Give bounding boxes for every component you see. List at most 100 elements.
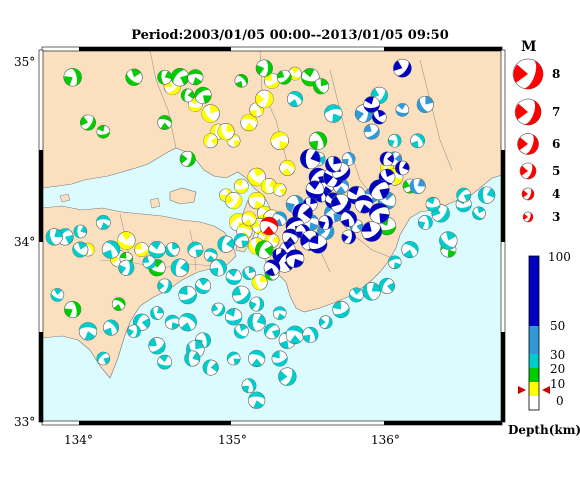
- earthquake-marker: [313, 78, 330, 95]
- earthquake-marker: [341, 152, 356, 166]
- earthquake-marker: [178, 312, 197, 332]
- lat-label-34: 34°: [14, 235, 35, 249]
- depth-tick-20: 20: [550, 362, 565, 376]
- earthquake-marker: [272, 182, 287, 197]
- earthquake-marker: [472, 206, 486, 221]
- magnitude-icon-4: [521, 187, 535, 201]
- earthquake-marker: [393, 58, 412, 78]
- earthquake-marker: [233, 178, 249, 194]
- magnitude-label-6: 6: [552, 137, 560, 151]
- depth-band-50-100: [529, 256, 539, 326]
- earthquake-marker: [272, 306, 287, 320]
- earthquake-marker: [217, 123, 235, 141]
- magnitude-label-5: 5: [552, 164, 560, 178]
- lon-label-135: 135°: [218, 433, 247, 447]
- earthquake-marker: [63, 68, 82, 87]
- depth-band-0-10: [529, 382, 539, 396]
- earthquake-marker: [330, 193, 352, 215]
- earthquake-marker: [203, 133, 219, 149]
- earthquake-marker: [255, 240, 274, 259]
- earthquake-marker: [202, 359, 219, 376]
- earthquake-marker: [395, 103, 410, 117]
- earthquake-marker: [287, 90, 303, 107]
- earthquake-marker: [148, 337, 166, 355]
- depth-band-20-30: [529, 354, 539, 368]
- magnitude-label-8: 8: [552, 67, 560, 81]
- map-area: [42, 50, 502, 422]
- earthquake-marker: [96, 124, 111, 139]
- earthquake-marker: [379, 277, 395, 294]
- earthquake-marker: [45, 228, 63, 246]
- earthquake-marker: [103, 319, 119, 336]
- earthquake-marker: [96, 351, 111, 366]
- earthquake-marker: [363, 96, 380, 113]
- lon-label-136: 136°: [371, 433, 400, 447]
- earthquake-marker: [164, 314, 180, 330]
- map-title: Period:2003/01/05 00:00--2013/01/05 09:5…: [131, 28, 449, 43]
- earthquake-marker: [478, 186, 496, 204]
- earthquake-marker: [305, 180, 325, 200]
- earthquake-marker: [101, 240, 121, 259]
- land-islet: [59, 193, 71, 203]
- earthquake-marker: [184, 350, 201, 367]
- earthquake-marker: [248, 349, 266, 368]
- earthquake-marker: [271, 350, 288, 367]
- earthquake-marker: [209, 259, 227, 277]
- magnitude-icon-8: [512, 58, 544, 90]
- earthquake-marker: [232, 285, 251, 305]
- earthquake-marker: [417, 214, 433, 230]
- earthquake-marker: [340, 210, 357, 228]
- earthquake-marker: [157, 354, 173, 370]
- earthquake-marker: [410, 133, 426, 149]
- earthquake-marker: [203, 248, 218, 262]
- earthquake-marker: [241, 211, 257, 227]
- lat-label-35: 35°: [14, 55, 35, 69]
- lat-label-33: 33°: [14, 415, 35, 429]
- earthquake-marker: [95, 214, 111, 230]
- depth-pointer-left-icon: [518, 386, 526, 394]
- earthquake-marker: [308, 131, 328, 150]
- earthquake-marker: [247, 312, 266, 332]
- land-shodoshima: [169, 187, 197, 205]
- earthquake-marker: [300, 148, 321, 170]
- earthquake-marker: [332, 300, 350, 319]
- earthquake-marker: [439, 231, 458, 250]
- earthquake-marker: [308, 234, 328, 254]
- land-islet: [149, 197, 161, 209]
- earthquake-marker: [456, 187, 472, 203]
- earthquake-marker: [234, 74, 249, 88]
- earthquake-marker: [395, 160, 410, 176]
- earthquake-marker: [348, 287, 364, 303]
- earthquake-marker: [270, 131, 289, 150]
- depth-tick-100: 100: [548, 250, 571, 264]
- depth-scale-title: Depth(km): [508, 423, 580, 437]
- depth-band-30-50: [529, 326, 539, 354]
- depth-band-10-20: [529, 368, 539, 382]
- earthquake-marker: [255, 59, 273, 77]
- magnitude-icon-7: [514, 98, 542, 126]
- magnitude-legend-title: M: [521, 39, 537, 55]
- earthquake-marker: [361, 221, 382, 242]
- earthquake-marker: [324, 104, 343, 123]
- earthquake-marker: [318, 315, 333, 329]
- depth-tick-30: 30: [550, 348, 565, 362]
- earthquake-marker: [276, 69, 292, 85]
- earthquake-marker: [201, 104, 220, 123]
- earthquake-marker: [401, 241, 419, 259]
- earthquake-markers: [45, 58, 496, 409]
- earthquake-marker: [73, 224, 88, 239]
- earthquake-marker: [302, 326, 319, 343]
- earthquake-marker: [187, 69, 204, 86]
- earthquake-marker: [354, 194, 374, 214]
- earthquake-marker: [134, 242, 150, 258]
- depth-tick-0: 0: [556, 394, 564, 408]
- earthquake-marker: [178, 285, 197, 305]
- depth-tick-50: 50: [550, 319, 565, 333]
- magnitude-legend: M 8 7 6 5 4 3: [512, 39, 560, 224]
- earthquake-marker: [179, 150, 196, 167]
- earthquake-marker: [259, 216, 279, 236]
- earthquake-marker: [127, 324, 141, 339]
- earthquake-marker: [64, 300, 82, 319]
- earthquake-marker: [111, 297, 126, 311]
- earthquake-marker: [425, 196, 441, 212]
